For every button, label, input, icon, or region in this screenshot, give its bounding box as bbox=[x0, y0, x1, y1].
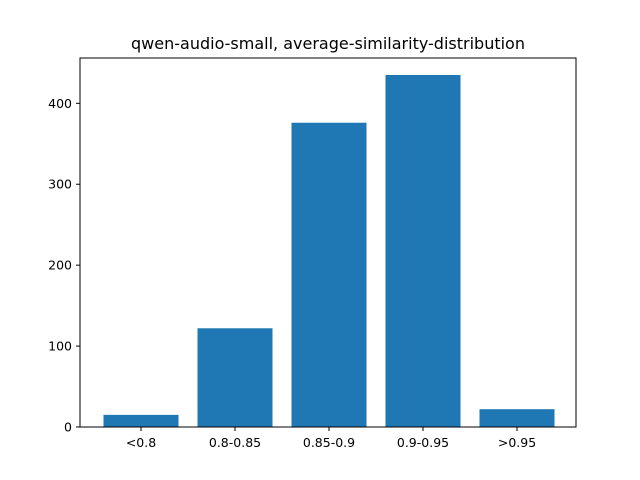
x-tick-label: 0.9-0.95 bbox=[397, 435, 449, 450]
x-tick-label: <0.8 bbox=[126, 435, 156, 450]
bar bbox=[291, 122, 367, 427]
plot-area-frame bbox=[79, 57, 577, 428]
bars-group bbox=[103, 74, 555, 428]
y-tick-label: 100 bbox=[48, 339, 72, 354]
y-axis-ticks: 0 100 200 300 400 bbox=[48, 96, 80, 435]
x-tick-label: >0.95 bbox=[498, 435, 536, 450]
x-axis-ticks: <0.8 0.8-0.85 0.85-0.9 0.9-0.95 >0.95 bbox=[126, 427, 536, 450]
y-tick-label: 400 bbox=[48, 96, 72, 111]
y-tick-label: 200 bbox=[48, 258, 72, 273]
y-tick-label: 300 bbox=[48, 177, 72, 192]
x-tick-label: 0.85-0.9 bbox=[303, 435, 355, 450]
chart-title: qwen-audio-small, average-similarity-dis… bbox=[131, 34, 525, 53]
bar bbox=[197, 328, 273, 427]
bar bbox=[385, 74, 461, 428]
bar bbox=[103, 414, 179, 427]
x-tick-label: 0.8-0.85 bbox=[209, 435, 261, 450]
bar bbox=[479, 409, 555, 427]
y-tick-label: 0 bbox=[64, 420, 72, 435]
